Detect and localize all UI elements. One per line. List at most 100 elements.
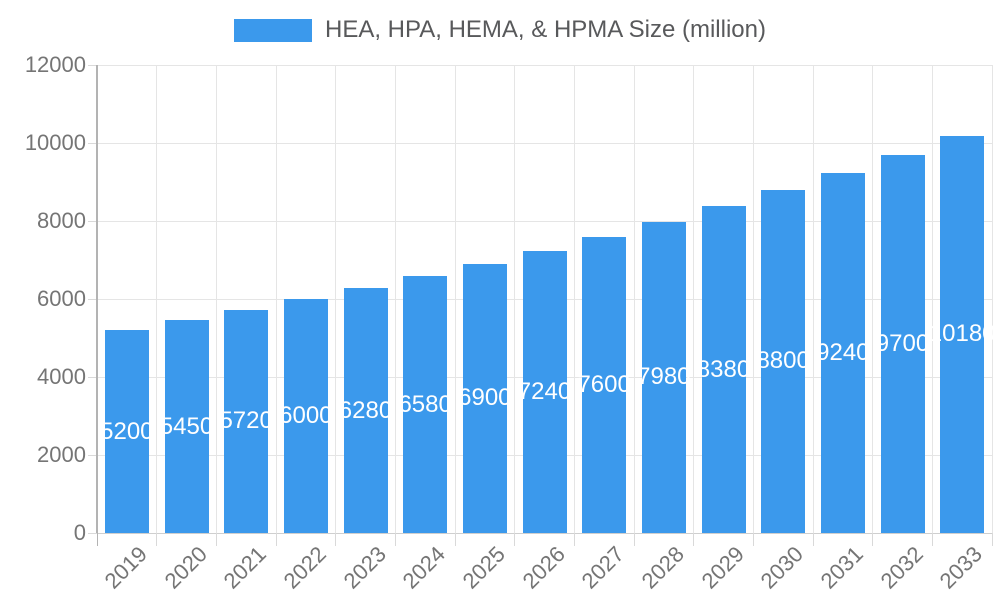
legend[interactable]: HEA, HPA, HEMA, & HPMA Size (million) — [0, 16, 1000, 44]
bar-value-label: 5200 — [100, 417, 154, 445]
x-tick — [573, 533, 575, 546]
x-tick — [633, 533, 635, 546]
bar-2031[interactable] — [820, 172, 865, 533]
bar-2020[interactable] — [164, 320, 209, 533]
bar-value-label: 7600 — [577, 370, 631, 398]
bar-value-label: 10180 — [928, 320, 996, 348]
bar-value-label: 9700 — [875, 329, 930, 357]
bar-value-label: 9240 — [816, 338, 870, 366]
bar-value-label: 6580 — [398, 390, 452, 418]
x-tick — [991, 533, 993, 546]
bar-2021[interactable] — [224, 309, 269, 533]
x-tick — [454, 533, 456, 546]
x-tick-label-2019: 2019 — [99, 541, 152, 594]
bar-value-label: 6900 — [458, 384, 512, 412]
y-axis-line — [96, 65, 98, 533]
y-tick — [88, 454, 97, 456]
x-tick — [156, 533, 158, 546]
y-tick-label: 0 — [73, 520, 86, 545]
x-tick — [752, 533, 754, 546]
x-tick — [215, 533, 217, 546]
x-tick-label-2030: 2030 — [755, 541, 809, 594]
x-tick-label-2022: 2022 — [278, 541, 331, 594]
bar-value-label: 7240 — [517, 377, 572, 405]
y-tick — [88, 220, 97, 222]
bar-2023[interactable] — [343, 288, 388, 533]
y-tick-label: 2000 — [37, 442, 86, 467]
bar-2032[interactable] — [880, 154, 925, 533]
x-tick-label-2029: 2029 — [696, 541, 749, 594]
x-tick-label-2031: 2031 — [815, 541, 868, 594]
v-gridline — [693, 65, 695, 533]
y-tick — [88, 298, 97, 300]
x-tick — [96, 533, 98, 546]
h-gridline — [97, 142, 992, 144]
bar-2019[interactable] — [104, 330, 149, 533]
bar-2029[interactable] — [701, 206, 746, 533]
bar-value-label: 6280 — [338, 396, 393, 424]
bar-2025[interactable] — [462, 263, 507, 533]
bar-value-label: 5720 — [219, 407, 273, 435]
bar-2028[interactable] — [641, 221, 686, 533]
v-gridline — [454, 65, 456, 533]
bar-2022[interactable] — [283, 299, 328, 533]
x-tick-label-2025: 2025 — [457, 541, 510, 594]
v-gridline — [991, 65, 993, 533]
bar-value-label: 8380 — [696, 355, 751, 383]
y-tick — [88, 142, 97, 144]
x-tick-label-2032: 2032 — [875, 541, 928, 594]
x-tick-label-2020: 2020 — [159, 541, 212, 594]
bar-2024[interactable] — [403, 276, 448, 533]
v-gridline — [573, 65, 575, 533]
x-tick-label-2033: 2033 — [934, 541, 988, 594]
v-gridline — [931, 65, 933, 533]
h-gridline — [97, 64, 992, 66]
v-gridline — [752, 65, 754, 533]
bar-value-label: 8800 — [756, 347, 810, 375]
v-gridline — [872, 65, 874, 533]
v-gridline — [215, 65, 217, 533]
y-tick — [88, 376, 97, 378]
y-tick-label: 10000 — [24, 130, 86, 155]
y-tick-label: 4000 — [37, 364, 86, 389]
bar-2030[interactable] — [761, 189, 806, 533]
v-gridline — [156, 65, 158, 533]
bar-value-label: 6000 — [279, 402, 333, 429]
x-tick-label-2026: 2026 — [517, 541, 570, 594]
y-tick-label: 12000 — [24, 52, 86, 77]
h-gridline — [97, 532, 992, 534]
x-tick — [693, 533, 695, 546]
bar-2026[interactable] — [522, 250, 567, 533]
legend-swatch — [234, 18, 312, 42]
y-tick-label: 8000 — [37, 208, 86, 233]
v-gridline — [633, 65, 635, 533]
x-tick — [514, 533, 516, 546]
x-tick-label-2024: 2024 — [397, 541, 451, 594]
bar-value-label: 5450 — [159, 412, 214, 440]
bar-value-label: 7980 — [637, 363, 691, 391]
x-tick-label-2021: 2021 — [218, 541, 272, 594]
y-tick — [88, 64, 97, 66]
x-tick-label-2023: 2023 — [338, 541, 391, 594]
v-gridline — [394, 65, 396, 533]
x-tick — [335, 533, 337, 546]
bar-2033[interactable] — [940, 135, 985, 533]
h-gridline — [97, 220, 992, 222]
x-tick — [812, 533, 814, 546]
x-tick — [872, 533, 874, 546]
v-gridline — [275, 65, 277, 533]
legend-label: HEA, HPA, HEMA, & HPMA Size (million) — [325, 16, 766, 43]
x-tick — [275, 533, 277, 546]
v-gridline — [514, 65, 516, 533]
x-tick — [931, 533, 933, 546]
x-tick — [394, 533, 396, 546]
v-gridline — [812, 65, 814, 533]
y-tick-label: 6000 — [37, 286, 86, 311]
x-tick-label-2027: 2027 — [576, 541, 630, 594]
v-gridline — [335, 65, 337, 533]
bar-2027[interactable] — [582, 236, 627, 533]
y-tick — [88, 532, 97, 534]
x-tick-label-2028: 2028 — [636, 541, 689, 594]
